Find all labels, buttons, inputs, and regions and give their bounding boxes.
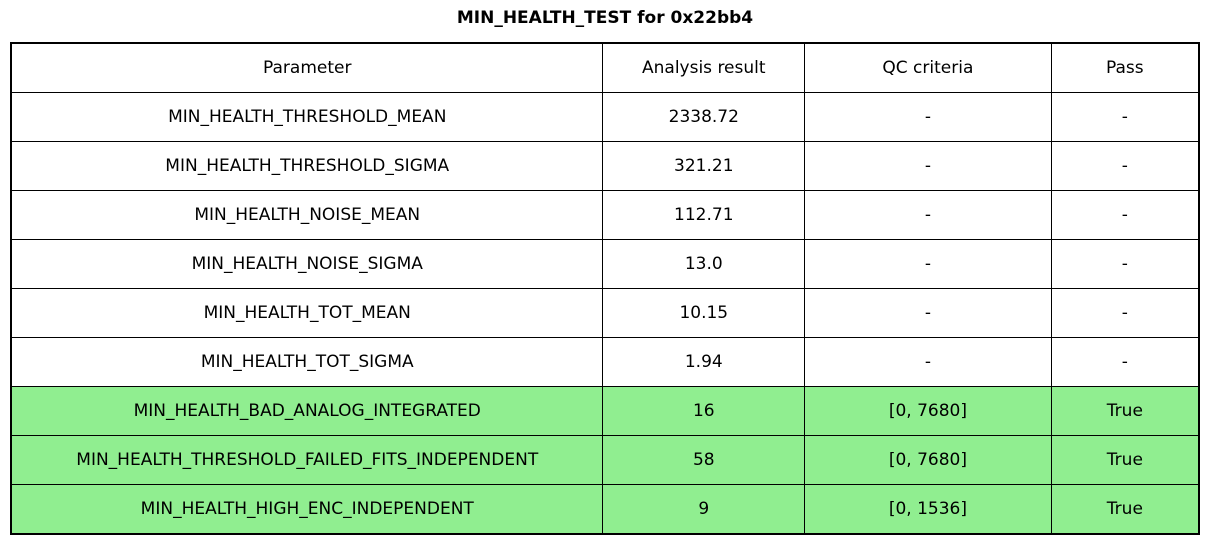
cell-parameter: MIN_HEALTH_TOT_MEAN	[10, 288, 604, 338]
cell-pass: True	[1050, 386, 1200, 436]
cell-analysis-result: 58	[602, 435, 806, 485]
table-row: MIN_HEALTH_NOISE_SIGMA 13.0 - -	[10, 239, 1200, 289]
cell-analysis-result: 1.94	[602, 337, 806, 387]
cell-qc-criteria: [0, 7680]	[804, 386, 1052, 436]
cell-analysis-result: 2338.72	[602, 92, 806, 142]
cell-analysis-result: 10.15	[602, 288, 806, 338]
cell-parameter: MIN_HEALTH_BAD_ANALOG_INTEGRATED	[10, 386, 604, 436]
cell-analysis-result: 9	[602, 484, 806, 535]
table-row: MIN_HEALTH_THRESHOLD_MEAN 2338.72 - -	[10, 92, 1200, 142]
cell-parameter: MIN_HEALTH_NOISE_SIGMA	[10, 239, 604, 289]
cell-qc-criteria: -	[804, 92, 1052, 142]
cell-qc-criteria: -	[804, 337, 1052, 387]
cell-analysis-result: 13.0	[602, 239, 806, 289]
cell-qc-criteria: -	[804, 288, 1052, 338]
cell-qc-criteria: -	[804, 141, 1052, 191]
cell-pass: True	[1050, 435, 1200, 485]
cell-pass: True	[1050, 484, 1200, 535]
cell-parameter: MIN_HEALTH_TOT_SIGMA	[10, 337, 604, 387]
table-row-pass: MIN_HEALTH_HIGH_ENC_INDEPENDENT 9 [0, 15…	[10, 484, 1200, 535]
header-analysis-result: Analysis result	[602, 42, 806, 93]
cell-parameter: MIN_HEALTH_THRESHOLD_MEAN	[10, 92, 604, 142]
cell-pass: -	[1050, 190, 1200, 240]
cell-pass: -	[1050, 92, 1200, 142]
cell-qc-criteria: -	[804, 190, 1052, 240]
cell-parameter: MIN_HEALTH_HIGH_ENC_INDEPENDENT	[10, 484, 604, 535]
cell-pass: -	[1050, 239, 1200, 289]
cell-qc-criteria: [0, 1536]	[804, 484, 1052, 535]
table-row-pass: MIN_HEALTH_BAD_ANALOG_INTEGRATED 16 [0, …	[10, 386, 1200, 436]
cell-analysis-result: 112.71	[602, 190, 806, 240]
table-row: MIN_HEALTH_NOISE_MEAN 112.71 - -	[10, 190, 1200, 240]
table-row: MIN_HEALTH_TOT_SIGMA 1.94 - -	[10, 337, 1200, 387]
cell-analysis-result: 16	[602, 386, 806, 436]
page-title: MIN_HEALTH_TEST for 0x22bb4	[456, 8, 754, 28]
cell-pass: -	[1050, 288, 1200, 338]
table-row-pass: MIN_HEALTH_THRESHOLD_FAILED_FITS_INDEPEN…	[10, 435, 1200, 485]
cell-pass: -	[1050, 141, 1200, 191]
cell-parameter: MIN_HEALTH_THRESHOLD_SIGMA	[10, 141, 604, 191]
cell-parameter: MIN_HEALTH_NOISE_MEAN	[10, 190, 604, 240]
header-pass: Pass	[1050, 42, 1200, 93]
table-row: MIN_HEALTH_TOT_MEAN 10.15 - -	[10, 288, 1200, 338]
cell-pass: -	[1050, 337, 1200, 387]
cell-qc-criteria: [0, 7680]	[804, 435, 1052, 485]
table-row: MIN_HEALTH_THRESHOLD_SIGMA 321.21 - -	[10, 141, 1200, 191]
qc-results-table: Parameter Analysis result QC criteria Pa…	[10, 42, 1200, 535]
cell-analysis-result: 321.21	[602, 141, 806, 191]
table-header-row: Parameter Analysis result QC criteria Pa…	[10, 42, 1200, 93]
cell-parameter: MIN_HEALTH_THRESHOLD_FAILED_FITS_INDEPEN…	[10, 435, 604, 485]
cell-qc-criteria: -	[804, 239, 1052, 289]
header-qc-criteria: QC criteria	[804, 42, 1052, 93]
header-parameter: Parameter	[10, 42, 604, 93]
